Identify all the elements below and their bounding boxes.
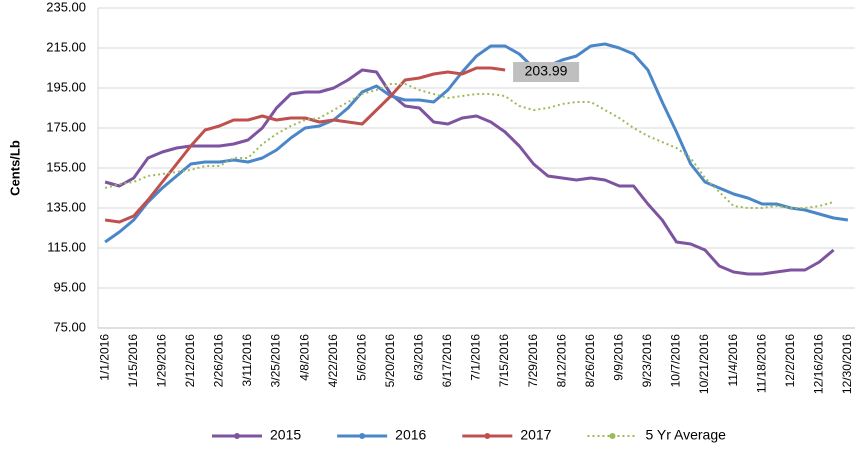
series-line [104,66,506,224]
y-tick-label: 175.00 [46,119,86,134]
x-tick-label: 5/6/2016 [354,334,368,381]
y-tick-label: 195.00 [46,79,86,94]
y-tick-label: 235.00 [46,0,86,14]
x-tick-label: 2/12/2016 [183,334,197,388]
x-tick-label: 12/16/2016 [811,334,825,394]
x-tick-label: 6/17/2016 [440,334,454,388]
x-tick-label: 7/15/2016 [497,334,511,388]
x-tick-label: 10/21/2016 [697,334,711,394]
legend-marker [484,433,491,439]
x-tick-label: 12/30/2016 [840,334,854,394]
data-label-box [513,62,580,83]
x-tick-label: 7/29/2016 [526,334,540,388]
x-tick-label: 6/3/2016 [412,334,426,381]
x-tick-label: 9/9/2016 [612,334,626,381]
x-tick-label: 5/20/2016 [383,334,397,388]
x-tick-label: 3/25/2016 [269,334,283,388]
y-tick-label: 155.00 [46,159,86,174]
x-tick-label: 10/7/2016 [669,334,683,388]
data-label: 203.99 [525,63,568,79]
y-tick-label: 95.00 [53,279,86,294]
x-tick-label: 8/12/2016 [554,334,568,388]
y-axis-label: Cents/Lb [7,140,22,196]
x-tick-label: 9/23/2016 [640,334,654,388]
x-tick-label: 1/15/2016 [126,334,140,388]
series-line [104,42,849,244]
y-tick-label: 115.00 [47,239,86,254]
legend-label: 2016 [395,427,426,443]
x-tick-label: 1/1/2016 [97,334,111,381]
x-tick-label: 2/26/2016 [212,334,226,388]
series-line [104,83,834,209]
x-tick-label: 8/26/2016 [583,334,597,388]
y-tick-label: 75.00 [53,319,86,334]
legend-label: 2015 [270,427,301,443]
legend-marker [234,433,240,439]
x-tick-label: 4/22/2016 [326,334,340,388]
x-tick-label: 3/11/2016 [240,334,254,387]
x-tick-label: 7/1/2016 [469,334,483,381]
series-line [104,68,835,276]
x-tick-label: 11/18/2016 [754,334,768,393]
x-tick-label: 11/4/2016 [726,334,740,387]
legend-marker [609,433,616,439]
x-tick-label: 12/2/2016 [783,334,797,388]
y-tick-label: 135.00 [46,199,86,214]
x-tick-label: 4/8/2016 [297,334,311,381]
y-tick-label: 215.00 [46,39,86,54]
legend-label: 5 Yr Average [645,427,726,443]
legend-marker [359,433,366,439]
legend-label: 2017 [520,427,551,443]
x-tick-label: 1/29/2016 [154,334,168,388]
